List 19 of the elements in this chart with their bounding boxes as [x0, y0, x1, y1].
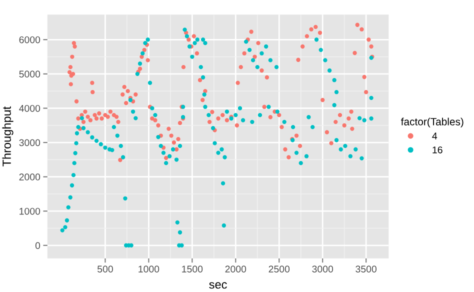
legend-label: 16: [432, 146, 442, 154]
x-tick-label: 2000: [225, 266, 246, 273]
x-tick-label: 500: [98, 266, 113, 273]
y-tick-label: 3000: [19, 139, 40, 146]
y-tick-label: 2000: [19, 174, 40, 180]
legend-label: 4: [432, 132, 438, 140]
x-tick-label: 2500: [268, 266, 290, 273]
x-tick-label: 3500: [356, 266, 377, 273]
y-tick-label: 5000: [19, 70, 40, 78]
x-tick-label: 1500: [182, 266, 203, 273]
y-tick-label: 1000: [20, 208, 40, 215]
y-tick-label: 0: [35, 242, 40, 250]
y-axis-title: Throughput: [2, 106, 14, 166]
x-tick-label: 1000: [138, 266, 160, 273]
y-tick-label: 6000: [19, 36, 40, 44]
x-axis-title: sec: [209, 282, 227, 289]
x-tick-label: 3000: [312, 266, 334, 273]
y-tick-label: 4000: [19, 104, 40, 112]
legend-title: factor(Tables): [400, 118, 464, 128]
